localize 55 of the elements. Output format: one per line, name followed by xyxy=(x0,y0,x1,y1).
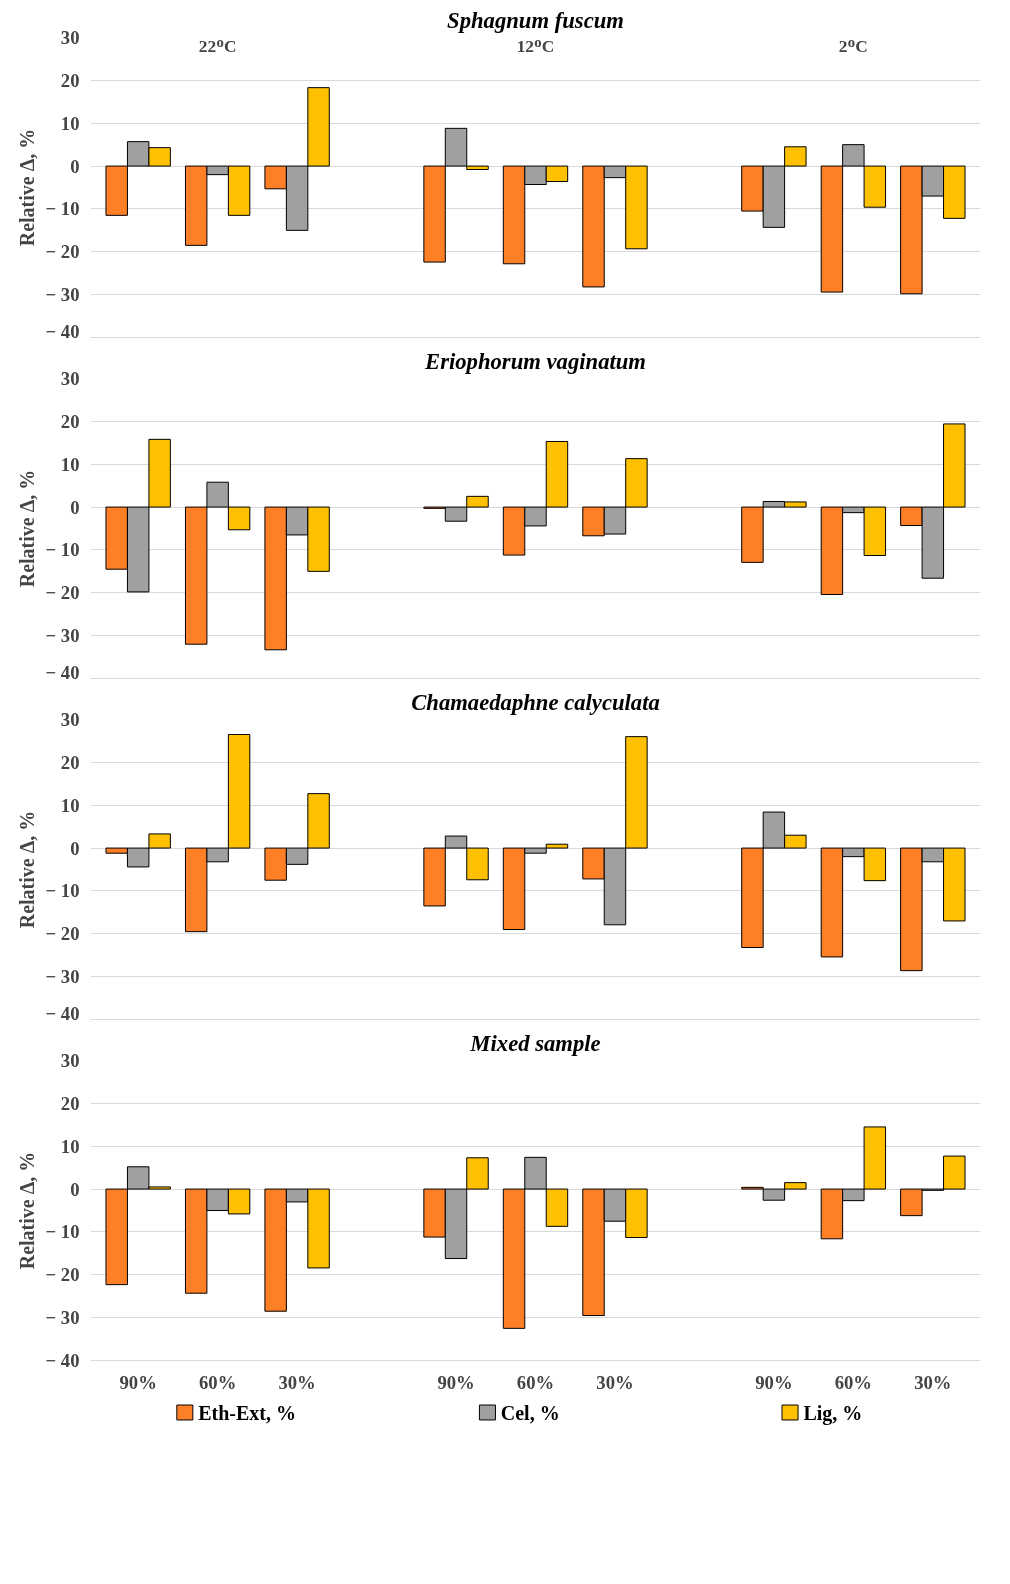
y-tick-label: − 10 xyxy=(45,1221,80,1243)
x-tick-label: 90% xyxy=(119,1371,157,1393)
chart-title: Sphagnum fuscum xyxy=(447,7,624,33)
y-tick-label: − 10 xyxy=(45,880,80,902)
y-tick-label: 0 xyxy=(70,1178,80,1200)
y-tick-label: − 30 xyxy=(45,966,80,988)
y-tick-label: − 20 xyxy=(45,1264,80,1286)
y-tick-label: 0 xyxy=(70,496,80,518)
y-tick-label: 10 xyxy=(60,453,80,475)
x-tick-label: 90% xyxy=(755,1371,793,1393)
y-tick-label: − 20 xyxy=(45,582,80,604)
y-tick-label: 0 xyxy=(70,837,80,859)
annotation: 22ᴼC xyxy=(198,36,237,56)
y-tick-label: − 20 xyxy=(45,923,80,945)
y-tick-label: − 20 xyxy=(45,241,80,263)
y-tick-label: − 10 xyxy=(45,198,80,220)
x-tick-label: 30% xyxy=(596,1371,634,1393)
annotation: 2ᴼC xyxy=(838,36,868,56)
y-tick-label: − 40 xyxy=(45,1350,80,1371)
y-tick-label: 10 xyxy=(60,112,80,134)
y-tick-label: − 30 xyxy=(45,625,80,647)
chart-title: Eriophorum vaginatum xyxy=(424,348,646,374)
y-axis-title: Relative Δ, % xyxy=(15,128,38,247)
x-tick-label: 30% xyxy=(278,1371,316,1393)
chart-title: Chamaedaphne calyculata xyxy=(411,689,660,715)
x-tick-label: 60% xyxy=(516,1371,555,1393)
y-axis-title: Relative Δ, % xyxy=(15,1151,38,1270)
y-tick-label: 20 xyxy=(60,751,80,773)
annotation: 12ᴼC xyxy=(516,36,555,56)
y-tick-label: 20 xyxy=(60,1092,80,1114)
y-tick-label: 10 xyxy=(60,1135,80,1157)
x-tick-label: 30% xyxy=(914,1371,952,1393)
y-axis-title: Relative Δ, % xyxy=(15,810,38,929)
y-tick-label: 30 xyxy=(60,368,80,389)
chart-title: Mixed sample xyxy=(469,1030,601,1056)
x-tick-label: 90% xyxy=(437,1371,475,1393)
y-tick-label: − 30 xyxy=(45,284,80,306)
y-tick-label: 20 xyxy=(60,410,80,432)
y-tick-label: 30 xyxy=(60,1050,80,1071)
legend-label: Lig, % xyxy=(803,1401,863,1425)
legend-label: Cel, % xyxy=(500,1401,560,1424)
y-tick-label: 30 xyxy=(60,709,80,730)
legend-label: Eth-Ext, % xyxy=(198,1401,296,1424)
y-tick-label: 10 xyxy=(60,794,80,816)
y-tick-label: − 30 xyxy=(45,1307,80,1329)
y-tick-label: 0 xyxy=(70,155,80,177)
y-tick-label: − 10 xyxy=(45,539,80,561)
y-tick-label: 20 xyxy=(60,69,80,91)
y-tick-label: − 40 xyxy=(45,320,80,342)
y-axis-title: Relative Δ, % xyxy=(15,469,38,588)
y-tick-label: − 40 xyxy=(45,1002,80,1024)
x-tick-label: 60% xyxy=(198,1371,237,1393)
y-tick-label: 30 xyxy=(60,27,80,48)
x-tick-label: 60% xyxy=(834,1371,873,1393)
y-tick-label: − 40 xyxy=(45,661,80,683)
